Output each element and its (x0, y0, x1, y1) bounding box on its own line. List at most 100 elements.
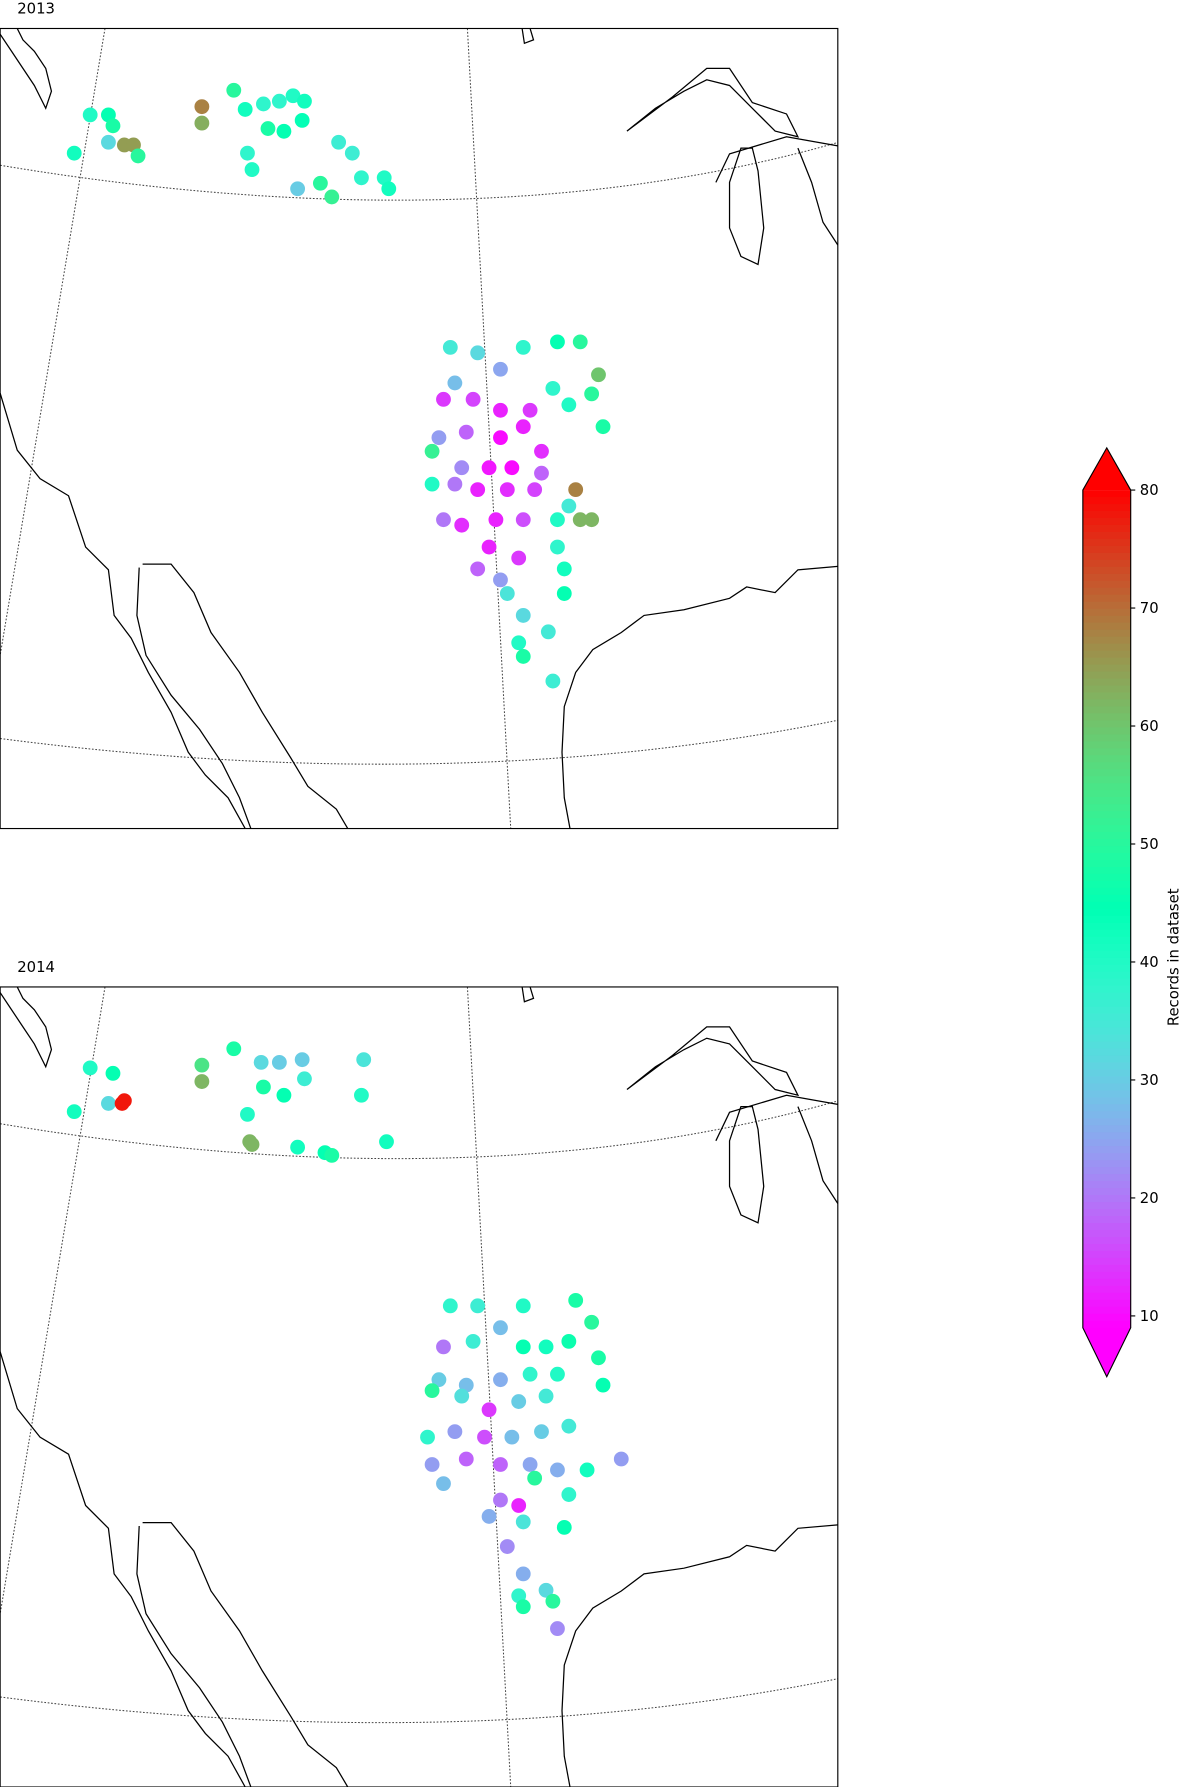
data-point (381, 181, 397, 197)
colorbar-segment (1082, 978, 1131, 987)
data-point (556, 561, 572, 577)
colorbar-segment (1082, 943, 1131, 952)
colorbar-segment (1082, 1299, 1131, 1308)
colorbar-segment (1082, 1083, 1131, 1092)
data-point (260, 121, 276, 136)
colorbar-segment (1082, 797, 1131, 805)
data-point (331, 134, 347, 150)
data-point (550, 512, 565, 528)
colorbar-segment (1082, 1320, 1131, 1329)
colorbar-segment (1082, 1027, 1131, 1036)
colorbar-segment (1082, 748, 1131, 756)
colorbar-segment (1082, 650, 1131, 659)
data-point (458, 424, 474, 440)
data-point (493, 1372, 508, 1388)
colorbar-segment (1082, 1153, 1131, 1161)
colorbar-segment (1082, 741, 1131, 750)
colorbar-segment (1082, 860, 1131, 868)
colorbar-segment (1082, 1139, 1131, 1147)
data-point (354, 1087, 369, 1103)
data-point (550, 1366, 565, 1382)
colorbar-segment (1082, 901, 1131, 910)
data-point (534, 1424, 549, 1440)
data-point (538, 1582, 554, 1598)
data-point (493, 1492, 508, 1508)
data-point (522, 1457, 538, 1472)
colorbar-segment (1082, 846, 1131, 854)
data-point (130, 148, 146, 164)
data-point (116, 1093, 132, 1109)
data-point (297, 93, 312, 109)
colorbar-tick-label: 30 (1140, 1072, 1159, 1089)
colorbar-segment (1082, 1041, 1131, 1050)
colorbar-segment (1082, 1271, 1131, 1280)
data-point (66, 1104, 82, 1120)
data-point (454, 460, 470, 476)
colorbar-segment (1082, 769, 1131, 777)
data-point (294, 112, 310, 128)
colorbar-segment (1082, 510, 1131, 519)
data-point (431, 1372, 447, 1388)
colorbar-segment (1082, 517, 1131, 526)
data-point (194, 1074, 210, 1089)
colorbar-extend (1082, 447, 1131, 491)
colorbar-segment (1082, 818, 1131, 826)
data-point (276, 1087, 292, 1103)
map-panel: 2014 (0, 959, 839, 1787)
data-point (297, 1071, 312, 1087)
data-point (515, 608, 531, 623)
colorbar-outline (1082, 446, 1132, 1379)
map-frame (0, 27, 839, 830)
data-point (511, 1498, 527, 1513)
data-point (424, 1383, 440, 1399)
colorbar-segment (1082, 957, 1131, 966)
colorbar-segment (1082, 622, 1131, 631)
colorbar-segment (1082, 573, 1131, 582)
colorbar-segment (1082, 608, 1131, 617)
data-point (493, 430, 508, 446)
data-point (356, 1052, 372, 1068)
colorbar-segment (1082, 1118, 1131, 1126)
colorbar-segment (1082, 1229, 1131, 1238)
colorbar-segment (1082, 1236, 1131, 1245)
colorbar-segment (1082, 783, 1131, 791)
data-point (579, 1462, 595, 1478)
colorbar-segment (1082, 706, 1131, 715)
map-frame (0, 986, 839, 1787)
colorbar-segment (1082, 1223, 1131, 1231)
data-point (595, 419, 611, 435)
data-point (584, 386, 600, 402)
data-point (527, 1470, 543, 1486)
data-point (424, 443, 440, 459)
data-point (424, 1457, 440, 1472)
colorbar-segment (1082, 922, 1131, 931)
data-point (436, 512, 451, 528)
colorbar-segment (1082, 490, 1131, 498)
colorbar-segment (1082, 755, 1131, 763)
data-point (488, 512, 504, 528)
colorbar: 10 20 30 40 50 60 70 80 (1082, 446, 1159, 1379)
colorbar-segment (1082, 1146, 1131, 1154)
colorbar-segment (1082, 671, 1131, 680)
data-point (561, 1418, 577, 1434)
colorbar-segment (1082, 734, 1131, 743)
colorbar-segment (1082, 643, 1131, 652)
data-point (481, 460, 497, 476)
data-point (527, 482, 543, 498)
data-point (545, 380, 561, 396)
data-point (436, 1476, 451, 1492)
colorbar-segment (1082, 971, 1131, 980)
colorbar-segment (1082, 1195, 1131, 1203)
data-point (545, 673, 561, 689)
colorbar-tick-label: 60 (1140, 718, 1159, 735)
data-point (470, 345, 486, 361)
colorbar-segment (1082, 1216, 1131, 1224)
data-point (515, 1566, 531, 1582)
colorbar-segment (1082, 936, 1131, 945)
data-point (515, 339, 531, 355)
colorbar-segment (1082, 664, 1131, 673)
data-point (240, 1106, 255, 1122)
colorbar-segment (1082, 692, 1131, 701)
map-panel: 2013 (0, 1, 839, 830)
colorbar-segment (1082, 1285, 1131, 1294)
